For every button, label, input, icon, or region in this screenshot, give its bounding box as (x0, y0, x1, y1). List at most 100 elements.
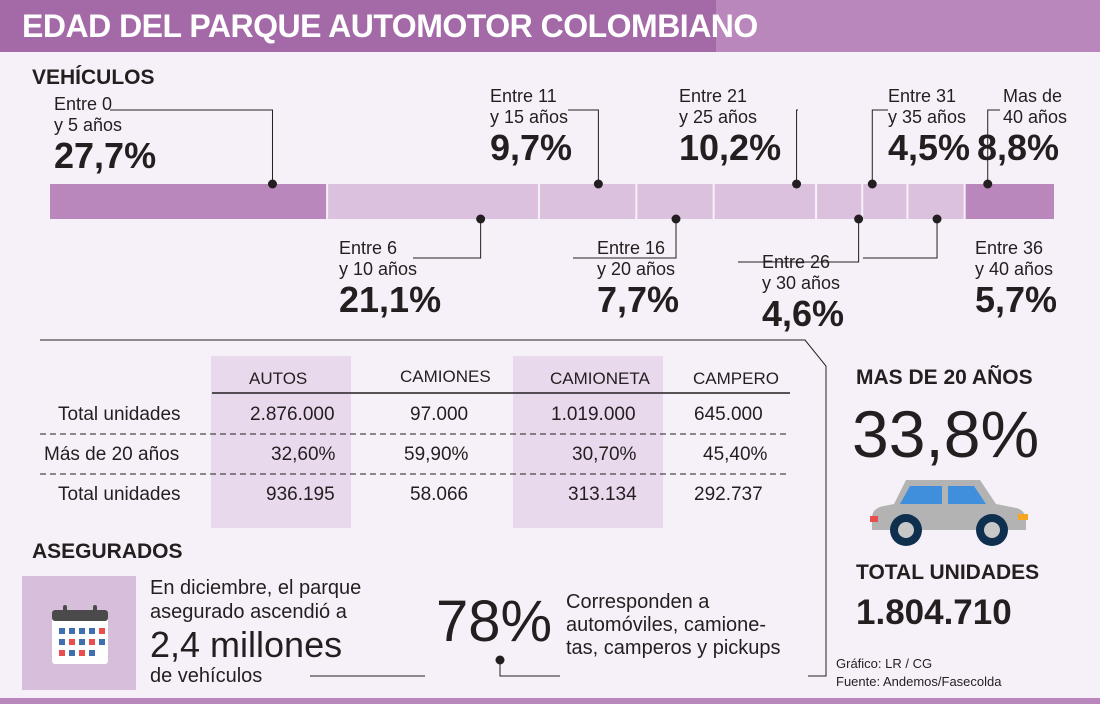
leader-line-4 (796, 109, 798, 184)
car-icon (870, 480, 1028, 546)
segment-label-2-pct: 9,7% (490, 127, 573, 168)
leader-line-1 (413, 219, 482, 259)
segment-label-5-line2: y 30 años (762, 273, 841, 293)
segment-label-3-pct: 7,7% (597, 279, 680, 320)
bar-segment-8 (965, 184, 1054, 219)
segment-label-4-line2: y 25 años (679, 107, 758, 127)
insured-text-line2: asegurado ascendió a (150, 601, 347, 623)
table-header-camiones: CAMIONES (400, 367, 491, 386)
leader-line-3 (573, 219, 677, 259)
leader-line-7 (863, 219, 938, 259)
leader-line-8 (987, 109, 1000, 184)
segment-label-2: Entre 11 y 15 años 9,7% (490, 86, 572, 168)
insured-highlight: 2,4 millones (150, 624, 343, 665)
segment-label-2-line1: Entre 11 (490, 86, 557, 106)
age-distribution-bar (50, 109, 1054, 263)
bar-segment-3 (637, 184, 713, 219)
table-row-1-label: Más de 20 años (44, 444, 180, 465)
leader-line-2 (568, 109, 599, 184)
segment-label-5-line1: Entre 26 (762, 252, 831, 272)
bar-segment-2 (539, 184, 636, 219)
table-header-campero: CAMPERO (693, 369, 779, 388)
leader-dot-0 (267, 179, 277, 189)
autos-column-highlight (211, 356, 351, 528)
segment-label-7-pct: 5,7% (975, 279, 1058, 320)
leader-dot-2 (593, 179, 603, 189)
table-row-2-campero: 292.737 (694, 484, 763, 505)
table-row-0-autos: 2.876.000 (250, 404, 335, 425)
leader-dot-8 (983, 179, 993, 189)
leader-dot-4 (792, 179, 802, 189)
segment-label-5: Entre 26 y 30 años 4,6% (762, 252, 844, 334)
segment-label-2-line2: y 15 años (490, 107, 569, 127)
leader-line-0 (110, 109, 273, 184)
segment-label-3-line1: Entre 16 (597, 238, 666, 258)
table-header-autos: AUTOS (249, 369, 308, 388)
table-frame-line (40, 339, 827, 677)
segment-label-4: Entre 21 y 25 años 10,2% (679, 86, 781, 168)
segment-label-0-pct: 27,7% (54, 135, 157, 176)
insured-desc-line1: Corresponden a (566, 591, 710, 613)
credit-graphic: Gráfico: LR / CG (836, 656, 933, 671)
segment-label-4-line1: Entre 21 (679, 86, 748, 106)
segment-label-8-line2: 40 años (1003, 107, 1068, 127)
camioneta-column-highlight (513, 356, 663, 528)
segment-label-6: Entre 31 y 35 años 4,5% (888, 86, 970, 168)
segment-label-7-line1: Entre 36 (975, 238, 1044, 258)
segment-label-8-pct: 8,8% (977, 127, 1060, 168)
insured-text-line1: En diciembre, el parque (150, 577, 362, 599)
table-row-2-label: Total unidades (58, 484, 181, 505)
insured-text-line3: de vehículos (150, 665, 263, 687)
leader-dot-1 (476, 214, 486, 224)
segment-label-8: Mas de 40 años 8,8% (977, 86, 1068, 168)
insured-desc-line2: automóviles, camione- (566, 614, 767, 636)
table-row-1-camioneta: 30,70% (572, 444, 637, 465)
segment-label-3: Entre 16 y 20 años 7,7% (597, 238, 679, 320)
calendar-icon (52, 605, 108, 664)
segment-label-0-line1: Entre 0 (54, 94, 113, 114)
segment-label-0-line2: y 5 años (54, 115, 123, 135)
segment-label-4-pct: 10,2% (679, 127, 782, 168)
table-row-0-camioneta: 1.019.000 (551, 404, 636, 425)
credit-source: Fuente: Andemos/Fasecolda (836, 674, 1002, 689)
segment-label-0: Entre 0 y 5 años 27,7% (54, 94, 156, 176)
table-header-camioneta: CAMIONETA (550, 369, 650, 388)
leader-dot-7 (932, 214, 942, 224)
table-row-0-camiones: 97.000 (410, 404, 469, 425)
table-row-1-campero: 45,40% (703, 444, 768, 465)
table-row-0-label: Total unidades (58, 404, 181, 425)
segment-label-1: Entre 6 y 10 años 21,1% (339, 238, 441, 320)
leader-line-6 (871, 109, 888, 184)
bar-segment-7 (908, 184, 964, 219)
table-row-2-camioneta: 313.134 (568, 484, 637, 505)
total-units-label: TOTAL UNIDADES (856, 561, 1040, 584)
table-row-2-autos: 936.195 (266, 484, 335, 505)
segment-label-7: Entre 36 y 40 años 5,7% (975, 238, 1057, 320)
total-units-value: 1.804.710 (856, 593, 1012, 632)
table-row-2-camiones: 58.066 (410, 484, 469, 505)
segment-label-1-line2: y 10 años (339, 259, 418, 279)
bar-segment-0 (50, 184, 327, 219)
insured-pct: 78% (436, 589, 553, 654)
bar-segment-4 (714, 184, 816, 219)
table-row-0-campero: 645.000 (694, 404, 763, 425)
insured-label: ASEGURADOS (32, 540, 183, 563)
segment-label-6-line1: Entre 31 (888, 86, 957, 106)
segment-label-6-line2: y 35 años (888, 107, 967, 127)
insured-desc-line3: tas, camperos y pickups (566, 637, 781, 659)
segment-label-1-pct: 21,1% (339, 279, 442, 320)
bottom-bar (0, 698, 1100, 704)
table-row-1-autos: 32,60% (271, 444, 336, 465)
insured-pct-dot (495, 655, 505, 665)
leader-dot-5 (854, 214, 864, 224)
leader-dot-6 (867, 179, 877, 189)
bar-segment-5 (817, 184, 862, 219)
vehicles-label: VEHÍCULOS (32, 66, 155, 89)
segment-label-5-pct: 4,6% (762, 293, 845, 334)
leader-line-5 (738, 219, 860, 263)
segment-label-8-line1: Mas de (1003, 86, 1063, 106)
title-band (0, 0, 716, 52)
leader-dot-3 (671, 214, 681, 224)
